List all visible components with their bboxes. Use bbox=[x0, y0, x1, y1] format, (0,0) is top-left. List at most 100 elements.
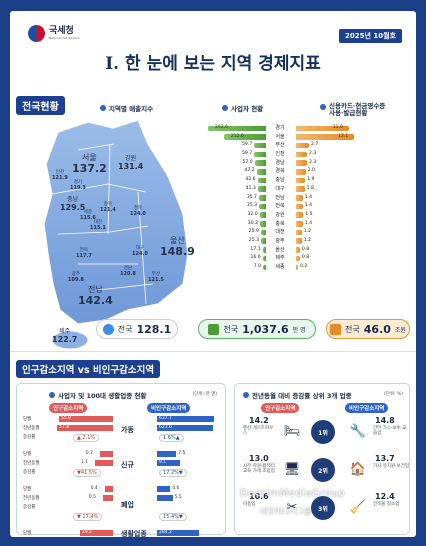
left-industry-icon: ✂ bbox=[286, 499, 298, 515]
left-change-badge: ▼ 17.4% bbox=[73, 513, 103, 521]
agency-emblem-icon bbox=[28, 25, 45, 42]
card-bar bbox=[296, 212, 304, 218]
biz-value: 7.0 bbox=[253, 264, 261, 269]
card-value: 2.0 bbox=[307, 168, 315, 174]
card-value: 1.4 bbox=[304, 194, 313, 200]
region-name: 대전 bbox=[275, 229, 285, 236]
card-value: 2.7 bbox=[310, 142, 319, 148]
biz-value: 35.7 bbox=[246, 194, 257, 200]
card-heading-text: 신용카드·현금영수증 사용·발급현황 bbox=[329, 102, 386, 118]
region-name: 부산 bbox=[151, 272, 161, 277]
right-value: 5.5 bbox=[174, 495, 182, 500]
left-industry-icon: 🛏 bbox=[283, 423, 301, 439]
map-region-label: 충북 121.4 bbox=[100, 202, 116, 213]
region-index-value: 109.8 bbox=[68, 276, 84, 283]
biz-value: 25.3 bbox=[248, 237, 259, 243]
card-value: 12.1 bbox=[338, 133, 349, 139]
biz-value: 59.7 bbox=[241, 151, 253, 157]
top3-panel: 전년동월 대비 증감률 상위 3개 업종 (단위: %) 인구감소지역 비인구감… bbox=[234, 383, 410, 535]
region-bar-row: 42.6 충남 1.9 bbox=[206, 176, 410, 185]
region-bar-row: 47.2 경북 2.0 bbox=[206, 167, 410, 176]
region-name: 대구 bbox=[135, 246, 145, 251]
region-index-value: 115.1 bbox=[90, 224, 106, 231]
region-index-value: 148.9 bbox=[160, 244, 195, 258]
infographic-card: 국세청 National Tax Service 2025년 10월호 I. 한… bbox=[10, 11, 416, 537]
region-name: 서울 bbox=[82, 153, 97, 162]
map-region-label: 세종 115.6 bbox=[80, 210, 96, 221]
map-total-badge: 전국 128.1 bbox=[96, 319, 178, 339]
card-value: 0.2 bbox=[300, 264, 308, 269]
left-value: 0.5 bbox=[88, 495, 96, 500]
region-index-value: 122.7 bbox=[52, 334, 78, 344]
right-change-badge: 1.6%▲ bbox=[159, 434, 184, 442]
issue-date-badge: 2025년 10월호 bbox=[339, 29, 402, 43]
biz-bar bbox=[223, 134, 266, 140]
left-change-badge: ▲ 2.1% bbox=[73, 434, 100, 442]
biz-total-unit: 만 명 bbox=[292, 326, 306, 334]
card-bar bbox=[296, 203, 303, 210]
biz-total-badge: 전국 1,037.6 만 명 bbox=[198, 319, 316, 339]
region-bar-row: 25.3 광주 1.2 bbox=[206, 237, 410, 246]
right-rank-value: 13.7 bbox=[375, 454, 395, 463]
biz-bar bbox=[260, 229, 266, 236]
region-name: 전북 bbox=[79, 248, 89, 253]
biz-total-value: 1,037.6 bbox=[242, 322, 289, 336]
map-region-label: 울산 148.9 bbox=[160, 236, 195, 258]
card-bar bbox=[296, 125, 349, 132]
card-bar bbox=[296, 142, 309, 149]
region-bar-row: 17.1 울산 0.8 bbox=[206, 246, 410, 255]
map-region-label: 경북 124.0 bbox=[130, 206, 146, 217]
biz-bar bbox=[257, 186, 266, 192]
right-bar bbox=[157, 416, 214, 422]
bullet-icon bbox=[320, 104, 326, 110]
biz-value: 47.2 bbox=[244, 168, 255, 174]
region-name: 강원 bbox=[275, 211, 285, 218]
card-bar bbox=[296, 160, 308, 166]
left-change-badge: ▼41.5% bbox=[73, 469, 101, 477]
region-name: 강원 bbox=[125, 155, 137, 162]
right-bar bbox=[157, 495, 173, 501]
right-change-badge: 15.4%▼ bbox=[159, 513, 187, 521]
card-bar bbox=[296, 186, 305, 192]
map-region-label: 경기 119.3 bbox=[70, 180, 86, 191]
circle-icon bbox=[102, 323, 114, 335]
biz-value: 41.3 bbox=[245, 185, 256, 191]
card-bar bbox=[296, 264, 298, 271]
map-heading-text: 지역별 매출지수 bbox=[109, 105, 154, 113]
row-label: 당월 bbox=[23, 531, 32, 536]
right-value: 9.1 bbox=[159, 460, 167, 465]
region-name: 충북 bbox=[275, 220, 285, 227]
card-bar bbox=[296, 221, 303, 227]
legend-left: 인구감소지역 bbox=[261, 403, 300, 413]
card-total-badge: 전국 46.0 조원 bbox=[326, 319, 410, 339]
left-rank-industry: 사무·학원·컴퓨터 교육 가게 조립업 bbox=[243, 464, 275, 474]
region-bar-row: 32.0 강원 1.5 bbox=[206, 211, 410, 220]
card-total-unit: 조원 bbox=[394, 326, 406, 334]
map-region-label: 제주 122.7 bbox=[52, 328, 78, 344]
map-region-label: 강원 131.4 bbox=[118, 155, 143, 171]
right-rank-value: 12.4 bbox=[375, 492, 395, 501]
map-heading: 지역별 매출지수 bbox=[100, 103, 153, 113]
region-name: 경북 bbox=[133, 206, 143, 211]
biz-bar bbox=[259, 203, 266, 210]
biz-value: 17.1 bbox=[250, 246, 261, 252]
region-index-value: 120.8 bbox=[120, 270, 136, 277]
region-index-value: 124.0 bbox=[132, 250, 148, 257]
region-name: 광주 bbox=[71, 272, 81, 277]
left-value: 0.4 bbox=[90, 486, 98, 491]
biz-value: 212.6 bbox=[230, 133, 244, 139]
right-industry-icon: 🏠 bbox=[349, 461, 367, 477]
agency-logo: 국세청 National Tax Service bbox=[28, 25, 79, 42]
left-panel-heading-text: 사업자 및 100대 생활업종 현황 bbox=[58, 392, 147, 400]
region-name: 전북 bbox=[275, 203, 285, 210]
card-value: 2.3 bbox=[309, 159, 317, 165]
row-label: 전년동월 bbox=[23, 496, 40, 501]
card-bar bbox=[296, 168, 306, 175]
region-bar-row: 35.7 전남 1.4 bbox=[206, 194, 410, 203]
right-value: 637.7 bbox=[159, 416, 172, 421]
card-total-label: 전국 bbox=[345, 324, 360, 334]
bullet-icon bbox=[243, 392, 249, 398]
row-label: 당월 bbox=[23, 487, 32, 492]
region-name: 부산 bbox=[275, 142, 285, 149]
left-bar bbox=[59, 416, 113, 422]
